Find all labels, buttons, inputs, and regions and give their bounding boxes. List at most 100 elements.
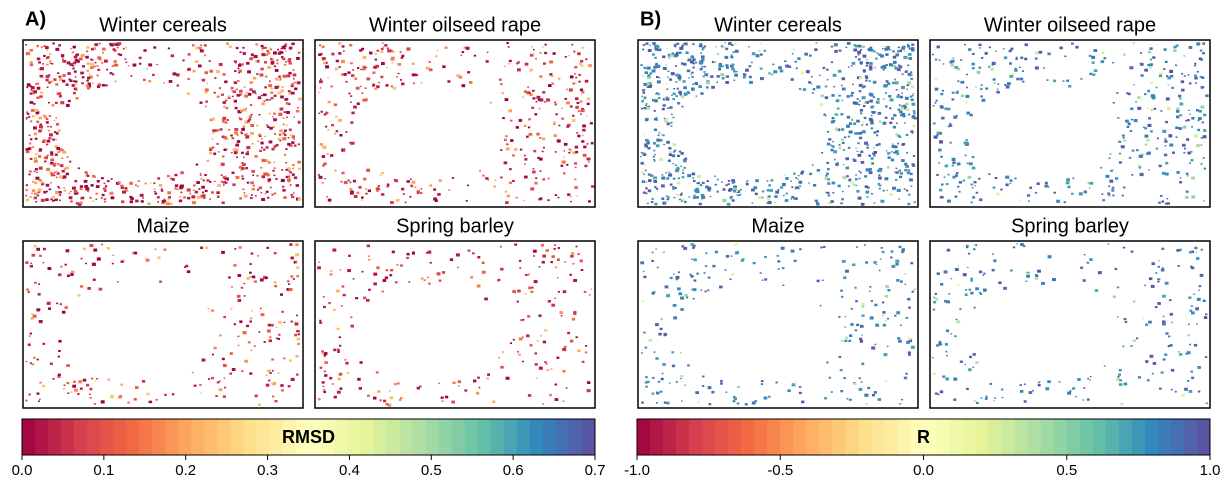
field-pixel (523, 124, 527, 127)
field-pixel (891, 143, 895, 146)
field-pixel (864, 175, 868, 178)
field-pixel (320, 78, 322, 80)
field-pixel (120, 186, 124, 189)
field-pixel (282, 132, 285, 135)
colorbar-segment (1196, 419, 1211, 455)
field-pixel (194, 190, 198, 194)
field-pixel (907, 297, 911, 301)
field-pixel (1116, 286, 1120, 289)
field-pixel (530, 187, 535, 191)
field-pixel (245, 167, 248, 170)
field-pixel (50, 151, 54, 154)
field-pixel (911, 116, 914, 119)
field-pixel (534, 352, 537, 355)
field-pixel (854, 132, 858, 135)
field-pixel (84, 175, 87, 177)
field-pixel (1163, 48, 1167, 51)
field-pixel (646, 380, 650, 384)
field-pixel (180, 191, 183, 194)
field-pixel (905, 108, 910, 112)
field-pixel (709, 195, 712, 198)
field-pixel (327, 198, 332, 202)
field-pixel (389, 396, 394, 400)
field-pixel (677, 102, 681, 105)
field-pixel (903, 106, 907, 110)
field-pixel (167, 47, 170, 50)
field-pixel (533, 48, 535, 51)
field-pixel (683, 86, 687, 90)
field-pixel (375, 64, 379, 68)
field-pixel (970, 279, 973, 282)
field-pixel (406, 252, 410, 256)
field-pixel (954, 335, 957, 338)
field-pixel (1012, 246, 1016, 249)
field-pixel (249, 320, 252, 323)
field-pixel (722, 65, 724, 67)
field-pixel (1146, 379, 1150, 382)
field-pixel (1028, 391, 1033, 394)
field-pixel (544, 43, 547, 46)
field-pixel (203, 197, 206, 199)
field-pixel (281, 310, 284, 313)
field-pixel (172, 72, 177, 76)
field-pixel (258, 134, 262, 138)
field-pixel (1105, 174, 1110, 178)
field-pixel (68, 196, 73, 200)
field-pixel (527, 86, 529, 88)
field-pixel (766, 197, 771, 201)
field-pixel (240, 169, 243, 172)
field-pixel (1147, 123, 1152, 127)
field-pixel (671, 364, 676, 368)
field-pixel (375, 187, 379, 191)
field-pixel (682, 43, 684, 46)
field-pixel (678, 150, 682, 153)
field-pixel (658, 332, 662, 336)
field-pixel (265, 146, 269, 149)
field-pixel (1166, 202, 1170, 205)
field-pixel (257, 188, 260, 191)
field-pixel (651, 292, 655, 295)
field-pixel (1190, 159, 1194, 162)
colorbar-segment (949, 419, 964, 455)
field-pixel (1150, 130, 1153, 133)
field-pixel (199, 384, 202, 386)
field-pixel (640, 107, 644, 110)
field-pixel (265, 374, 268, 376)
field-pixel (882, 314, 885, 317)
field-pixel (1127, 92, 1131, 96)
field-pixel (124, 58, 127, 60)
field-pixel (402, 193, 405, 195)
field-pixel (790, 78, 794, 81)
field-pixel (291, 195, 295, 199)
field-pixel (288, 71, 292, 75)
field-pixel (934, 102, 937, 104)
field-pixel (216, 95, 220, 98)
field-pixel (58, 273, 62, 277)
field-pixel (1202, 299, 1206, 302)
field-pixel (730, 255, 733, 257)
field-pixel (291, 173, 295, 176)
field-pixel (381, 290, 384, 293)
field-pixel (102, 51, 104, 54)
field-pixel (179, 195, 182, 198)
field-pixel (29, 196, 32, 198)
field-pixel (29, 362, 32, 364)
field-pixel (731, 44, 734, 47)
field-pixel (859, 109, 864, 112)
field-pixel (672, 187, 676, 190)
field-pixel (903, 50, 906, 53)
field-pixel (835, 99, 840, 103)
field-pixel (577, 134, 581, 138)
field-pixel (36, 358, 39, 361)
field-pixel (88, 73, 91, 75)
field-pixel (26, 86, 29, 89)
field-pixel (840, 390, 844, 393)
field-pixel (284, 134, 287, 136)
field-pixel (1024, 43, 1028, 47)
field-pixel (724, 42, 726, 44)
field-pixel (684, 200, 687, 203)
field-pixel (396, 76, 398, 78)
field-pixel (838, 355, 842, 358)
field-pixel (326, 153, 329, 156)
field-pixel (1175, 64, 1177, 67)
